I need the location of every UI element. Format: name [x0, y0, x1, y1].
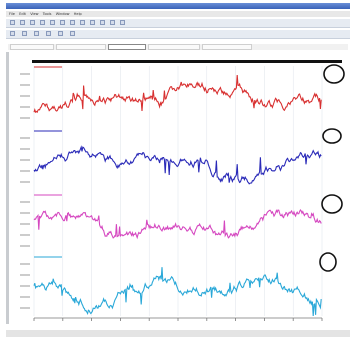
main-toolbar — [6, 19, 350, 28]
top-marker-bar — [32, 60, 342, 63]
left-side-panel[interactable] — [6, 52, 9, 324]
signal-trace-2 — [33, 145, 322, 185]
undo-icon[interactable] — [70, 20, 75, 25]
hand-drawn-circle-1 — [323, 64, 345, 84]
tab-2[interactable] — [56, 44, 106, 50]
zoom-in-icon[interactable] — [90, 20, 95, 25]
copy-icon[interactable] — [50, 20, 55, 25]
grid-icon[interactable] — [58, 31, 63, 36]
marker-icon[interactable] — [34, 31, 39, 36]
ruler-icon[interactable] — [46, 31, 51, 36]
track-label-4 — [34, 256, 62, 258]
menu-file[interactable]: File — [9, 12, 15, 16]
tab-4[interactable] — [148, 44, 200, 50]
tab-1[interactable] — [10, 44, 54, 50]
select-icon[interactable] — [10, 31, 15, 36]
hand-drawn-circle-2 — [322, 128, 342, 144]
hand-drawn-circle-4 — [319, 252, 337, 272]
track-label-1 — [34, 66, 62, 68]
zoom-out-icon[interactable] — [100, 20, 105, 25]
signal-trace-1 — [33, 74, 322, 114]
tab-3-active[interactable] — [108, 44, 146, 50]
signal-trace-3 — [33, 209, 322, 240]
menu-window[interactable]: Window — [55, 12, 70, 16]
open-icon[interactable] — [20, 20, 25, 25]
signal-trace-4 — [33, 267, 322, 317]
track-label-3 — [34, 194, 62, 196]
status-bar — [6, 330, 350, 337]
save-icon[interactable] — [30, 20, 35, 25]
new-icon[interactable] — [10, 20, 15, 25]
settings-icon[interactable] — [70, 31, 75, 36]
track-label-2 — [34, 130, 62, 132]
menu-help[interactable]: Help — [73, 12, 82, 16]
menu-view[interactable]: View — [30, 12, 39, 16]
secondary-toolbar — [6, 30, 350, 39]
tab-5[interactable] — [202, 44, 252, 50]
menu-tools[interactable]: Tools — [42, 12, 52, 16]
signal-tracks-svg — [20, 64, 345, 321]
help-icon[interactable] — [120, 20, 125, 25]
redo-icon[interactable] — [80, 20, 85, 25]
title-bar — [6, 3, 350, 9]
paste-icon[interactable] — [60, 20, 65, 25]
hand-drawn-circle-3 — [321, 194, 343, 214]
move-icon[interactable] — [22, 31, 27, 36]
print-icon[interactable] — [110, 20, 115, 25]
menu-bar: File Edit View Tools Window Help — [6, 11, 350, 17]
menu-edit[interactable]: Edit — [19, 12, 26, 16]
tab-strip — [8, 44, 348, 50]
cut-icon[interactable] — [40, 20, 45, 25]
signal-chart-area — [10, 58, 350, 324]
